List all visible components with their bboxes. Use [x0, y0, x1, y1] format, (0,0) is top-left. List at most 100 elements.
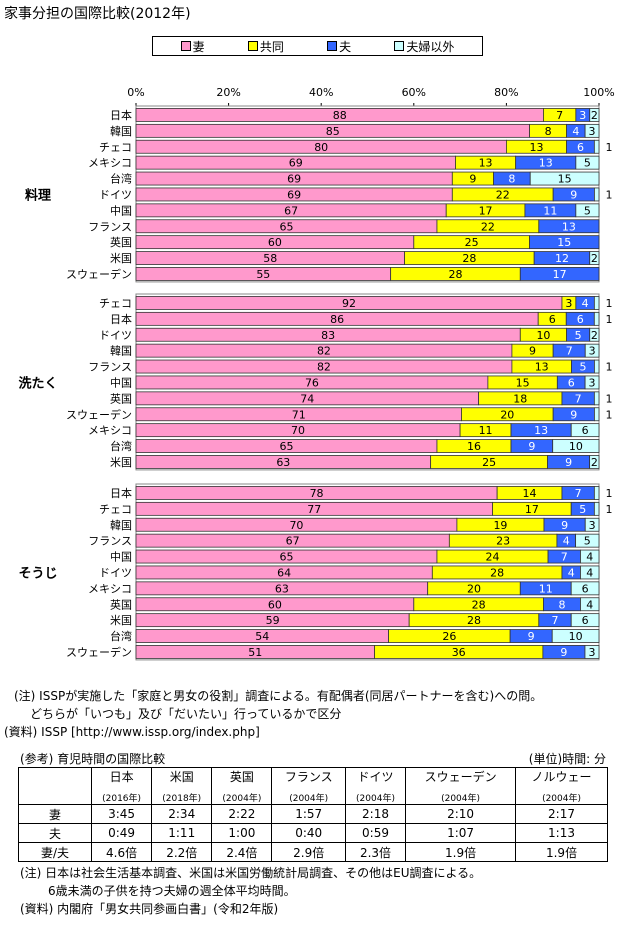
data-label: 4: [568, 566, 575, 579]
category-label: 台湾: [110, 172, 132, 186]
data-label: 65: [279, 440, 293, 453]
bar-segment-other: [594, 407, 600, 422]
data-label: 70: [291, 424, 305, 437]
chart-title: 家事分担の国際比較(2012年): [4, 6, 191, 22]
category-label: スウェーデン: [66, 267, 132, 281]
table-cell: 1:13: [515, 823, 608, 843]
data-label: 55: [256, 268, 270, 281]
legend-swatch-joint: [247, 41, 258, 51]
data-label: 1: [606, 392, 613, 405]
data-label: 10: [536, 329, 550, 342]
category-label: 英国: [110, 391, 132, 405]
category-label: チェコ: [99, 503, 132, 516]
data-label: 85: [326, 125, 340, 138]
data-label: 2: [591, 329, 598, 342]
data-label: 15: [557, 236, 571, 249]
bar-segment-other: [589, 108, 600, 122]
category-label: 韓国: [110, 125, 132, 138]
data-label: 63: [276, 456, 290, 469]
category-label: ドイツ: [99, 329, 132, 342]
bar-segment-husband: [538, 219, 600, 234]
table-cell: 0:49: [90, 823, 153, 843]
bar-segment-other: [580, 597, 600, 612]
data-label: 69: [289, 157, 303, 170]
data-label: 6: [577, 141, 584, 154]
bar-segment-other: [593, 139, 600, 154]
source-line: (資料) ISSP [http://www.issp.org/index.php…: [4, 725, 260, 739]
data-label: 8: [558, 598, 565, 611]
category-label: メキシコ: [88, 582, 132, 595]
table-cell: 2:22: [211, 804, 273, 824]
data-label: 71: [292, 408, 306, 421]
data-label: 25: [482, 456, 496, 469]
table-cell: 4.6倍: [90, 842, 153, 862]
bar-segment-other: [575, 203, 600, 218]
data-label: 5: [579, 503, 586, 516]
data-label: 7: [575, 487, 582, 500]
data-label: 5: [584, 157, 591, 170]
data-label: 67: [286, 535, 300, 548]
table-cell: 2:17: [515, 804, 608, 824]
bar-segment-other: [552, 439, 600, 453]
data-label: 3: [588, 646, 595, 659]
data-label: 4: [586, 551, 593, 564]
table-cell: 2.4倍: [211, 842, 273, 862]
data-label: 19: [493, 519, 507, 532]
data-label: 92: [342, 297, 356, 310]
category-label: 台湾: [110, 629, 132, 643]
data-label: 7: [566, 345, 573, 358]
bar-segment-other: [584, 375, 600, 390]
legend-label: 妻: [192, 39, 205, 54]
table-cell: 1:07: [405, 823, 517, 843]
bar-segment-other: [594, 359, 600, 374]
category-label: 米国: [110, 614, 132, 627]
data-label: 65: [279, 551, 293, 564]
bar-segment-other: [593, 501, 600, 516]
table-header-row: 日本 (2016年) 米国 (2018年) 英国 (2004年) フランス (2004年…: [18, 767, 608, 805]
table-row: 夫 0:49 1:11 1:00 0:40 0:59 1:07 1:13: [18, 823, 608, 843]
legend-label: 共同: [259, 39, 284, 54]
legend-item-husband: 夫: [327, 38, 351, 55]
bar-segment-other: [593, 311, 600, 326]
data-label: 5: [584, 535, 591, 548]
childcare-time-table: 日本 (2016年) 米国 (2018年) 英国 (2004年) フランス (2004年…: [18, 767, 608, 862]
table-header-cell: ノルウェー (2004年): [515, 767, 608, 805]
bar-segment-husband: [529, 235, 600, 250]
table-cell: 0:40: [271, 823, 346, 843]
category-label: ドイツ: [99, 566, 132, 579]
data-label: 9: [528, 630, 535, 643]
table-cell: 2.2倍: [151, 842, 213, 862]
data-label: 70: [289, 519, 303, 532]
table-cell: 2:18: [344, 804, 407, 824]
data-label: 20: [467, 582, 481, 595]
data-label: 7: [552, 614, 559, 627]
table-note-1: (注) 日本は社会生活基本調査、米国は米国労働統計局調査、その他はEU調査による…: [20, 866, 482, 880]
category-label: 日本: [110, 486, 132, 500]
data-label: 59: [266, 614, 280, 627]
data-label: 13: [535, 361, 549, 374]
data-label: 26: [442, 630, 456, 643]
bar-segment-husband: [519, 267, 600, 281]
category-label: 台湾: [110, 439, 132, 453]
group-label: そうじ: [18, 566, 57, 581]
data-label: 8: [545, 125, 552, 138]
data-label: 7: [575, 392, 582, 405]
data-label: 9: [570, 408, 577, 421]
data-label: 6: [568, 376, 575, 389]
data-label: 69: [287, 188, 301, 201]
category-label: 日本: [110, 108, 132, 122]
category-label: チェコ: [99, 141, 132, 154]
data-label: 1: [606, 487, 613, 500]
legend-swatch-other: [394, 41, 405, 51]
bar-segment-other: [594, 187, 600, 202]
data-label: 4: [586, 566, 593, 579]
data-label: 6: [582, 614, 589, 627]
table-source: (資料) 内閣府「男女共同参画白書」(令和2年版): [20, 902, 279, 916]
bar-segment-other: [584, 343, 600, 358]
data-label: 78: [310, 487, 324, 500]
data-label: 86: [330, 313, 344, 326]
data-label: 3: [589, 125, 596, 138]
data-label: 10: [569, 440, 583, 453]
data-label: 80: [314, 141, 328, 154]
data-label: 82: [317, 345, 331, 358]
